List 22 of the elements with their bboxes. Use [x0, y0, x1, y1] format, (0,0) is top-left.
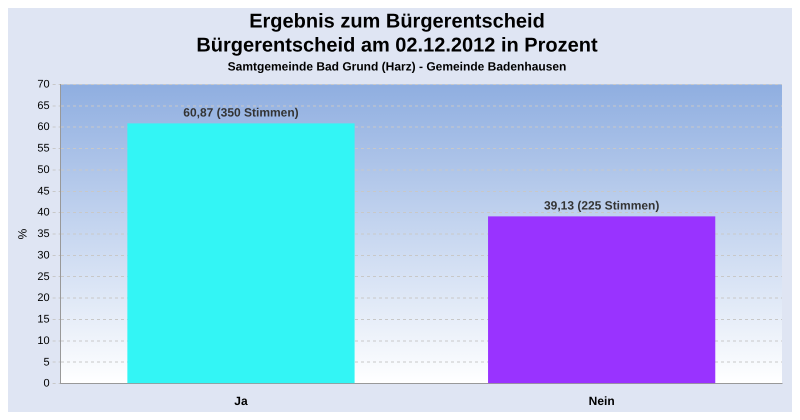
y-tick-label: 55 [37, 142, 50, 155]
chart-title: Ergebnis zum Bürgerentscheid Bürgerentscheid am 02.12.2012 in Prozent [196, 10, 598, 57]
y-tick-label: 35 [37, 228, 50, 240]
y-tick-label: 10 [37, 334, 50, 347]
y-tick-label: 5 [44, 356, 50, 368]
y-axis-title: % [16, 228, 30, 240]
x-tick-label: Nein [588, 394, 615, 408]
y-tick-label: 70 [37, 78, 50, 90]
chart-subtitle: Samtgemeinde Bad Grund (Harz) - Gemeinde Badenhausen [228, 60, 566, 74]
y-tick-label: 65 [37, 100, 50, 112]
y-tick-label: 25 [37, 270, 50, 283]
y-tick-label: 45 [37, 185, 50, 198]
data-label: 39,13 (225 Stimmen) [544, 198, 660, 213]
y-tick-label: 15 [37, 314, 50, 326]
y-tick-label: 20 [37, 292, 50, 304]
y-tick-label: 50 [37, 164, 50, 176]
x-tick-label: Ja [234, 394, 248, 408]
y-tick-label: 0 [44, 378, 50, 390]
y-tick-label: 30 [37, 249, 50, 262]
data-label: 60,87 (350 Stimmen) [183, 106, 299, 120]
y-tick-label: 40 [37, 206, 50, 219]
y-tick-label: 60 [37, 121, 50, 134]
